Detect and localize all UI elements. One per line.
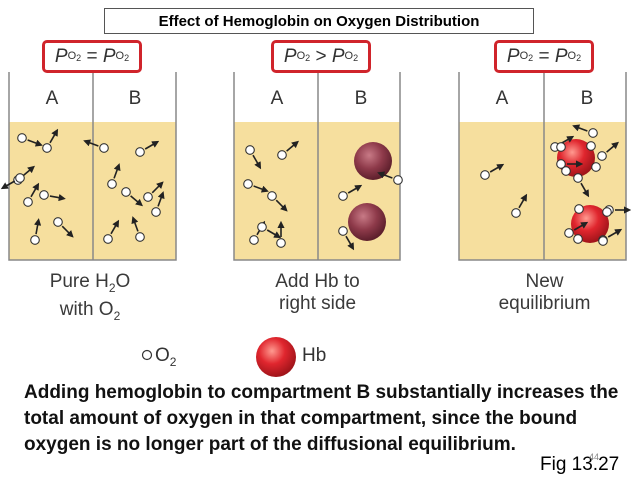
motion-arrow	[253, 185, 269, 193]
motion-arrow	[607, 228, 623, 238]
motion-arrow	[34, 218, 42, 235]
bound-oxygen-molecule	[586, 141, 596, 151]
motion-arrow	[49, 194, 66, 202]
oxygen-molecule	[597, 151, 607, 161]
oxygen-molecule	[573, 173, 583, 183]
oxygen-molecule	[53, 217, 63, 227]
oxygen-molecule	[143, 192, 153, 202]
oxygen-molecule	[267, 191, 277, 201]
compartment-b-label: B	[129, 88, 142, 109]
oxygen-molecule	[107, 179, 117, 189]
motion-arrow	[252, 154, 262, 170]
oxygen-molecule	[135, 147, 145, 157]
oxygen-molecule	[556, 159, 566, 169]
motion-arrow	[113, 163, 121, 179]
oxygen-molecule	[249, 235, 259, 245]
pressure-formula-1: P O2 = P O2	[42, 40, 142, 73]
oxygen-molecule	[588, 128, 598, 138]
bound-oxygen-molecule	[561, 166, 571, 176]
compartment-a-label: A	[271, 88, 284, 109]
oxygen-molecule	[511, 208, 521, 218]
oxygen-molecule	[276, 238, 286, 248]
oxygen-molecule	[243, 179, 253, 189]
motion-arrow	[377, 171, 393, 179]
motion-arrow	[345, 235, 355, 251]
motion-arrow	[130, 195, 143, 207]
diagram-title: Effect of Hemoglobin on Oxygen Distribut…	[104, 8, 534, 34]
hemoglobin-molecule	[354, 142, 392, 180]
bound-oxygen-molecule	[556, 142, 566, 152]
motion-arrow	[572, 124, 588, 132]
bound-oxygen-molecule	[591, 162, 601, 172]
hemoglobin-molecules	[348, 139, 609, 243]
oxygen-molecule	[103, 234, 113, 244]
motion-arrow	[489, 163, 505, 173]
motion-arrow	[518, 193, 528, 209]
legend-hb-icon	[256, 337, 296, 377]
beaker-1	[8, 72, 177, 261]
motion-arrow	[27, 139, 43, 147]
oxygen-molecule	[99, 143, 109, 153]
motion-arrow	[606, 141, 619, 153]
oxygen-molecule	[338, 191, 348, 201]
motion-arrow	[49, 128, 59, 144]
oxygen-molecule	[338, 226, 348, 236]
oxygen-molecule	[23, 197, 33, 207]
legend-o2-label: O2	[155, 345, 177, 369]
oxygen-molecule	[39, 190, 49, 200]
motion-arrow	[151, 181, 164, 194]
motion-arrow	[83, 139, 99, 147]
oxygen-molecules	[0, 124, 632, 251]
oxygen-molecule	[277, 150, 287, 160]
motion-arrow	[22, 165, 35, 177]
hemoglobin-molecule	[571, 205, 609, 243]
oxygen-molecule	[245, 145, 255, 155]
explanation-text: Adding hemoglobin to compartment B subst…	[24, 382, 619, 455]
compartment-a-label: A	[496, 88, 509, 109]
bound-oxygen-molecule	[598, 236, 608, 246]
figure-reference: Fig 13.27	[540, 454, 620, 475]
caption-3: New equilibrium	[498, 271, 591, 314]
motion-arrow	[144, 140, 160, 150]
page-number: 44	[589, 452, 600, 462]
motion-arrow	[110, 219, 120, 235]
motion-arrow	[580, 182, 590, 198]
caption-1: Pure H2O with O2	[49, 271, 131, 323]
caption-2: Add Hb to right side	[275, 271, 360, 314]
compartment-a-label: A	[46, 88, 59, 109]
oxygen-molecule	[151, 207, 161, 217]
bound-oxygen-molecule	[573, 234, 583, 244]
compartment-b-label: B	[355, 88, 368, 109]
oxygen-molecule	[30, 235, 40, 245]
oxygen-molecule	[480, 170, 490, 180]
motion-arrow	[0, 180, 16, 190]
motion-arrow	[266, 229, 282, 239]
motion-arrow	[30, 182, 40, 198]
motion-arrow	[275, 199, 288, 212]
oxygen-molecule	[257, 222, 267, 232]
motion-arrow	[347, 184, 363, 194]
legend-hb-label: Hb	[302, 345, 327, 366]
oxygen-molecule	[42, 143, 52, 153]
oxygen-molecule	[393, 175, 403, 185]
compartment-b-label: B	[581, 88, 594, 109]
oxygen-molecule	[564, 228, 574, 238]
hemoglobin-molecule	[348, 203, 386, 241]
motion-arrow	[61, 225, 74, 238]
bound-oxygen-molecule	[602, 207, 612, 217]
motion-arrow	[157, 191, 165, 207]
legend-o2-icon	[141, 349, 153, 361]
bound-oxygen-molecule	[574, 204, 584, 214]
oxygen-molecule	[121, 187, 131, 197]
oxygen-molecule	[15, 173, 25, 183]
motion-arrow	[131, 216, 139, 232]
oxygen-molecule	[17, 133, 27, 143]
motion-arrow	[573, 221, 589, 231]
motion-arrow	[286, 140, 299, 152]
oxygen-molecule	[135, 232, 145, 242]
pressure-formula-3: P O2 = P O2	[494, 40, 594, 73]
pressure-formula-2: P O2 > P O2	[271, 40, 371, 73]
